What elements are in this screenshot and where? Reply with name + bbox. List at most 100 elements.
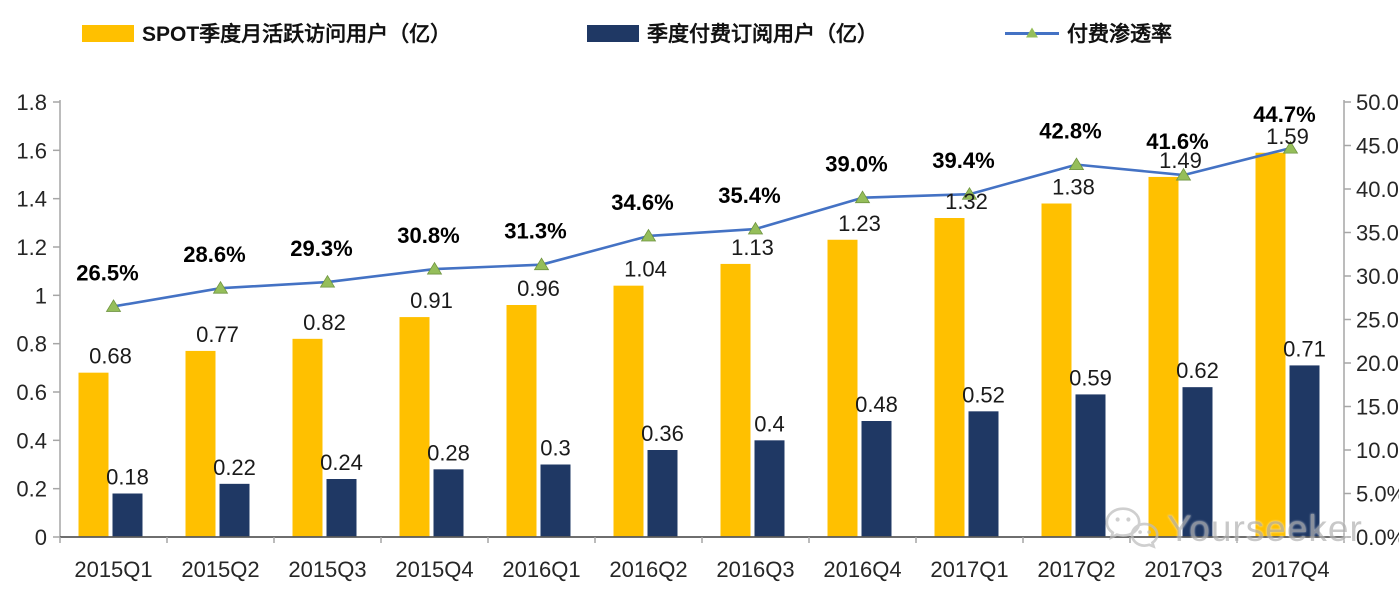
penetration-value-label: 28.6% — [183, 242, 245, 267]
mau-value-label: 0.91 — [410, 288, 453, 313]
subs-bar — [219, 483, 250, 537]
subs-bar — [326, 479, 357, 537]
mau-value-label: 0.68 — [89, 344, 132, 369]
mau-bar — [399, 317, 430, 537]
x-axis-tick-label: 2015Q4 — [395, 557, 473, 582]
subs-value-label: 0.71 — [1283, 336, 1326, 361]
penetration-value-label: 41.6% — [1146, 129, 1208, 154]
penetration-value-label: 29.3% — [290, 236, 352, 261]
left-axis-tick-label: 1.8 — [16, 90, 47, 115]
penetration-value-label: 34.6% — [611, 190, 673, 215]
subs-bar — [433, 469, 464, 537]
x-axis-tick-label: 2017Q2 — [1037, 557, 1115, 582]
line-marker-icon — [747, 221, 764, 235]
line-marker-icon — [426, 261, 443, 275]
mau-bar — [827, 239, 858, 537]
right-axis-tick-label: 10.0% — [1356, 438, 1399, 463]
subs-bar — [861, 421, 892, 537]
line-marker-icon — [319, 274, 336, 288]
x-axis-tick-label: 2016Q1 — [502, 557, 580, 582]
subs-bar — [1075, 394, 1106, 537]
left-axis-tick-label: 0.6 — [16, 380, 47, 405]
penetration-value-label: 30.8% — [397, 223, 459, 248]
line-marker-icon — [854, 190, 871, 204]
subs-value-label: 0.52 — [962, 382, 1005, 407]
penetration-value-label: 35.4% — [718, 183, 780, 208]
mau-value-label: 0.96 — [517, 276, 560, 301]
subs-swatch — [587, 24, 639, 42]
watermark-text: Yourseeker — [1167, 507, 1363, 549]
subs-value-label: 0.59 — [1069, 365, 1112, 390]
penetration-line — [113, 146, 1291, 308]
subs-bar — [754, 440, 785, 537]
penetration-value-label: 44.7% — [1253, 102, 1315, 127]
subs-bar — [968, 411, 999, 537]
legend-label-mau: SPOT季度月活跃访问用户（亿） — [142, 23, 452, 46]
subs-value-label: 0.22 — [213, 455, 256, 480]
mau-bar — [720, 263, 751, 537]
penetration-line-swatch — [1005, 27, 1059, 38]
mau-value-label: 1.13 — [731, 235, 774, 260]
subs-value-label: 0.48 — [855, 392, 898, 417]
wechat-icon — [1105, 507, 1159, 549]
triangle-marker-icon — [1026, 27, 1038, 38]
x-axis-tick-label: 2016Q4 — [823, 557, 901, 582]
x-axis-tick-label: 2017Q3 — [1144, 557, 1222, 582]
mau-value-label: 1.38 — [1052, 175, 1095, 200]
mau-bar — [934, 218, 965, 537]
right-axis-tick-label: 20.0% — [1356, 351, 1399, 376]
subs-value-label: 0.62 — [1176, 358, 1219, 383]
left-axis-tick-label: 1.4 — [16, 187, 47, 212]
legend-item-mau: SPOT季度月活跃访问用户（亿） — [82, 18, 451, 48]
subs-bar — [1289, 365, 1320, 537]
penetration-value-label: 39.0% — [825, 152, 887, 177]
mau-swatch — [82, 24, 134, 42]
subs-bar — [647, 450, 678, 537]
line-marker-icon — [212, 280, 229, 294]
right-axis-tick-label: 45.0% — [1356, 134, 1399, 159]
subs-value-label: 0.4 — [754, 411, 785, 436]
x-axis-tick-label: 2017Q4 — [1251, 557, 1329, 582]
x-axis-tick-label: 2015Q1 — [74, 557, 152, 582]
mau-bar — [1041, 203, 1072, 537]
left-axis-tick-label: 1 — [35, 283, 47, 308]
right-axis-tick-label: 30.0% — [1356, 264, 1399, 289]
right-axis-tick-label: 40.0% — [1356, 177, 1399, 202]
subs-bar — [1182, 387, 1213, 537]
line-marker-icon — [105, 299, 122, 312]
x-axis-tick-label: 2015Q2 — [181, 557, 259, 582]
mau-value-label: 0.82 — [303, 310, 346, 335]
penetration-value-label: 42.8% — [1039, 119, 1101, 144]
subs-value-label: 0.18 — [106, 465, 149, 490]
x-axis-tick-label: 2017Q1 — [930, 557, 1008, 582]
mau-value-label: 1.59 — [1266, 124, 1309, 149]
penetration-value-label: 39.4% — [932, 148, 994, 173]
left-axis-tick-label: 1.6 — [16, 138, 47, 163]
mau-bar — [1255, 152, 1286, 537]
right-axis-tick-label: 50.0% — [1356, 90, 1399, 115]
mau-bar — [613, 285, 644, 537]
left-axis-tick-label: 0.8 — [16, 332, 47, 357]
subs-value-label: 0.36 — [641, 421, 684, 446]
right-axis-tick-label: 25.0% — [1356, 308, 1399, 333]
subs-value-label: 0.24 — [320, 450, 363, 475]
mau-value-label: 1.32 — [945, 189, 988, 214]
line-marker-icon — [533, 257, 550, 271]
mau-value-label: 1.49 — [1159, 148, 1202, 173]
mau-bar — [292, 338, 323, 537]
line-marker-icon — [1282, 140, 1299, 154]
mau-value-label: 1.04 — [624, 257, 667, 282]
mau-bar — [78, 372, 109, 537]
left-axis-tick-label: 0.2 — [16, 477, 47, 502]
line-marker-icon — [1175, 167, 1192, 181]
line-marker-icon — [640, 228, 657, 242]
mau-value-label: 1.23 — [838, 211, 881, 236]
right-axis-tick-label: 0.0% — [1356, 525, 1399, 550]
subs-bar — [540, 464, 571, 537]
x-axis-tick-label: 2016Q2 — [609, 557, 687, 582]
left-axis-tick-label: 0.4 — [16, 428, 47, 453]
right-axis-tick-label: 35.0% — [1356, 221, 1399, 246]
line-marker-icon — [1068, 157, 1085, 171]
x-axis-tick-label: 2016Q3 — [716, 557, 794, 582]
